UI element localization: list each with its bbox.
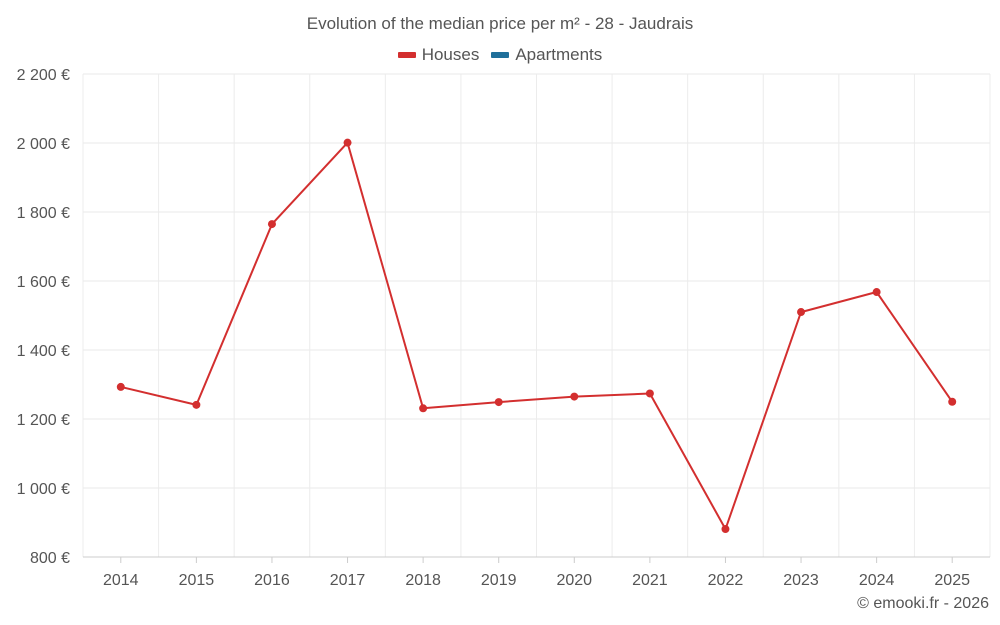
x-tick-label: 2024 xyxy=(859,572,895,589)
legend-swatch-houses xyxy=(397,52,416,58)
legend-label-houses: Houses xyxy=(421,45,480,64)
x-tick-label: 2025 xyxy=(934,572,970,589)
data-point-houses xyxy=(494,398,503,407)
legend-swatch-apartments xyxy=(491,52,510,58)
legend-label-apartments: Apartments xyxy=(515,45,603,64)
x-tick-label: 2015 xyxy=(179,572,215,589)
x-tick-label: 2017 xyxy=(330,572,366,589)
data-point-houses xyxy=(872,288,881,297)
data-point-houses xyxy=(116,382,125,391)
data-point-houses xyxy=(419,404,428,413)
chart-title: Evolution of the median price per m² - 2… xyxy=(306,14,694,33)
x-tick-label: 2023 xyxy=(783,572,819,589)
y-tick-label: 1 000 € xyxy=(17,481,70,498)
x-tick-label: 2018 xyxy=(405,572,441,589)
legend-item-houses[interactable]: Houses xyxy=(397,45,480,65)
y-tick-label: 1 800 € xyxy=(17,205,70,222)
credit-text: © emooki.fr - 2026 xyxy=(857,595,989,612)
series-line-houses xyxy=(120,141,954,531)
data-point-houses xyxy=(343,138,352,147)
data-point-houses xyxy=(797,308,806,317)
y-tick-label: 1 200 € xyxy=(17,412,70,429)
legend-item-apartments[interactable]: Apartments xyxy=(491,45,602,65)
y-tick-label: 1 600 € xyxy=(17,274,70,291)
data-point-houses xyxy=(192,400,201,409)
x-tick-label: 2021 xyxy=(632,572,668,589)
y-tick-label: 2 200 € xyxy=(17,67,70,84)
y-tick-label: 800 € xyxy=(30,550,70,567)
y-tick-label: 2 000 € xyxy=(17,136,70,153)
x-tick-label: 2016 xyxy=(254,572,290,589)
data-point-houses xyxy=(721,525,730,534)
chart-legend: Houses Apartments xyxy=(0,45,1000,65)
x-tick-label: 2014 xyxy=(103,572,139,589)
data-point-houses xyxy=(948,397,957,406)
data-point-houses xyxy=(570,392,579,401)
x-tick-label: 2020 xyxy=(556,572,592,589)
x-tick-label: 2022 xyxy=(708,572,744,589)
data-point-houses xyxy=(267,220,276,229)
x-tick-label: 2019 xyxy=(481,572,517,589)
data-point-houses xyxy=(645,389,654,398)
y-tick-label: 1 400 € xyxy=(17,343,70,360)
